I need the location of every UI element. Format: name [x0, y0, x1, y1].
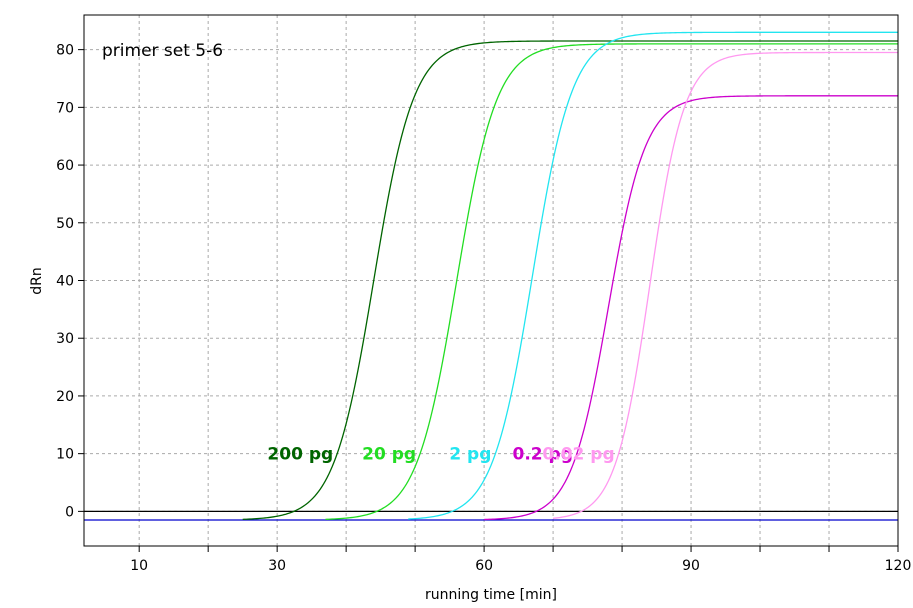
axis-ticks: 10 30 60 90 120 0 10 20 30 40 50 60 70 80: [56, 43, 911, 574]
reference-lines: [84, 510, 898, 521]
series-label-4: 0.2 pg: [513, 445, 573, 465]
series-line-5: [553, 51, 898, 519]
y-tick-label: 40: [56, 274, 74, 290]
x-axis-title: running time [min]: [425, 587, 557, 603]
y-tick-label: 50: [56, 216, 74, 232]
y-tick-label: 60: [56, 158, 74, 174]
y-tick-label: 80: [56, 43, 74, 59]
series-labels: 200 pg 20 pg 2 pg 0.2 pg0.02 pg: [267, 445, 614, 465]
y-tick-label: 30: [56, 331, 74, 347]
series-label-2: 20 pg: [362, 445, 416, 465]
series-line-2: [325, 43, 898, 520]
y-tick-label: 70: [56, 100, 74, 116]
x-tick-label: 30: [268, 558, 286, 574]
x-tick-label: 60: [475, 558, 493, 574]
series-label-1: 200 pg: [267, 445, 333, 465]
x-tick-label: 120: [885, 558, 912, 574]
x-tick-label: 10: [130, 558, 148, 574]
series-label-3: 2 pg: [449, 445, 491, 465]
y-tick-label: 0: [65, 504, 74, 520]
y-tick-label: 20: [56, 389, 74, 405]
series-line-3: [408, 31, 898, 520]
series-line-4: [484, 95, 898, 521]
series-label-5: 0.02 pg: [542, 445, 614, 465]
series-line-1: [242, 40, 898, 520]
y-tick-label: 10: [56, 447, 74, 463]
x-tick-label: 90: [682, 558, 700, 574]
y-axis-title: dRn: [29, 267, 45, 295]
series-layer: [242, 31, 898, 521]
chart-annotation: primer set 5-6: [102, 41, 223, 61]
